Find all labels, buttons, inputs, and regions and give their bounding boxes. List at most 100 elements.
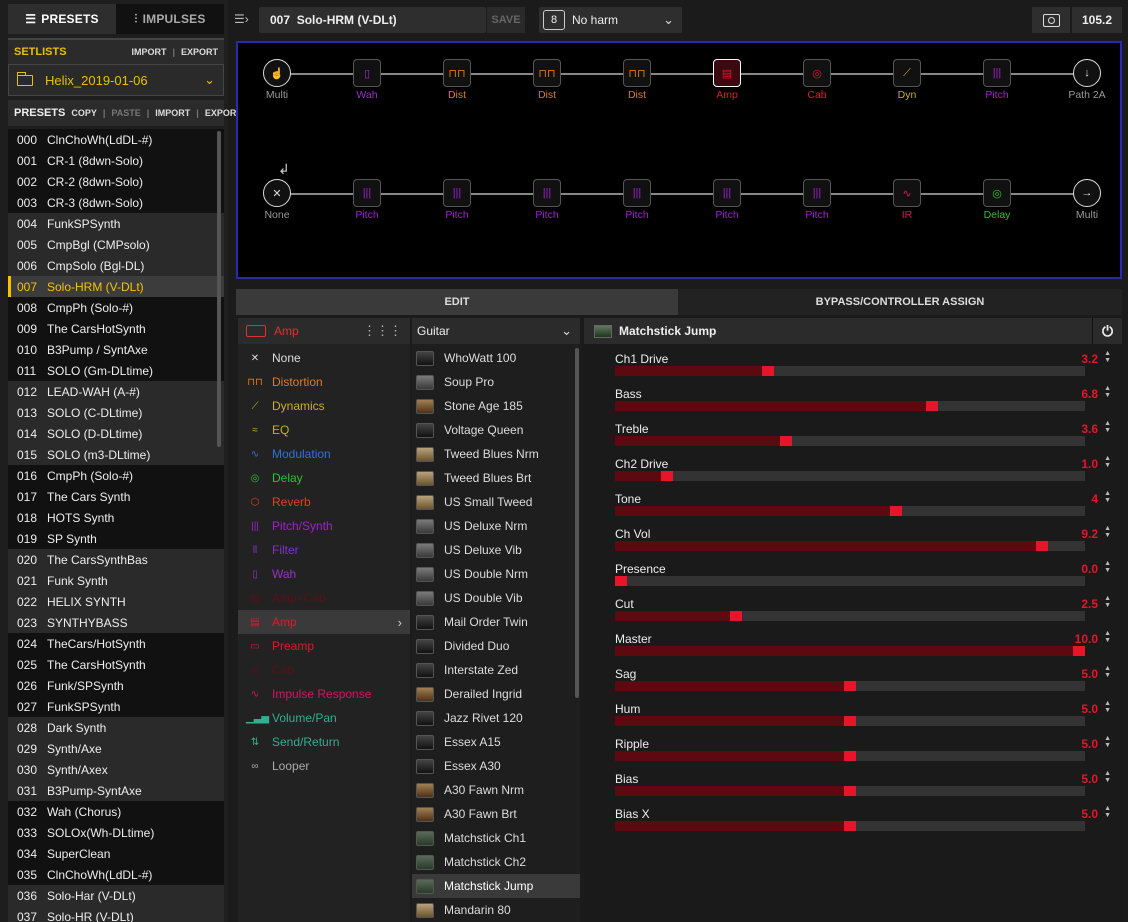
presets-export-button[interactable]: EXPORT [204, 108, 242, 118]
model-item[interactable]: US Deluxe Nrm [412, 514, 580, 538]
slider-handle[interactable] [762, 366, 774, 376]
model-item[interactable]: Matchstick Ch2 [412, 850, 580, 874]
preset-item[interactable]: 018 HOTS Synth [8, 507, 224, 528]
setlists-export-button[interactable]: EXPORT [180, 47, 218, 57]
param-ch-vol[interactable]: Ch Vol 9.2 ▲ ▼ [615, 525, 1111, 559]
model-item[interactable]: Mail Order Twin [412, 610, 580, 634]
param-value[interactable]: 5.0 [1081, 737, 1098, 751]
model-group-select[interactable]: Guitar ⌄ [412, 318, 580, 344]
save-button[interactable]: SAVE [487, 7, 525, 33]
stepper-icon[interactable]: ▲ ▼ [1104, 385, 1111, 399]
param-master[interactable]: Master 10.0 ▲ ▼ [615, 630, 1111, 664]
model-item[interactable]: A30 Fawn Nrm [412, 778, 580, 802]
screenshot-button[interactable] [1032, 7, 1070, 33]
slider-handle[interactable] [1036, 541, 1048, 551]
param-slider[interactable] [615, 541, 1085, 551]
preset-item[interactable]: 007 Solo-HRM (V-DLt) [8, 276, 224, 297]
model-item[interactable]: Interstate Zed [412, 658, 580, 682]
preset-item[interactable]: 028 Dark Synth [8, 717, 224, 738]
preset-item[interactable]: 020 The CarsSynthBas [8, 549, 224, 570]
path_a-block-multi[interactable]: ☝ Multi [260, 59, 294, 101]
stepper-icon[interactable]: ▲ ▼ [1104, 490, 1111, 504]
path_a-block-cab[interactable]: ◎ Cab [800, 59, 834, 101]
category-preamp[interactable]: ▭ Preamp [238, 634, 410, 658]
param-slider[interactable] [615, 786, 1085, 796]
path_b-block-pitch[interactable]: ||| Pitch [800, 179, 834, 221]
param-value[interactable]: 4 [1091, 492, 1098, 506]
param-presence[interactable]: Presence 0.0 ▲ ▼ [615, 560, 1111, 594]
param-ch2-drive[interactable]: Ch2 Drive 1.0 ▲ ▼ [615, 455, 1111, 489]
stepper-icon[interactable]: ▲ ▼ [1104, 735, 1111, 749]
path_b-block-pitch[interactable]: ||| Pitch [530, 179, 564, 221]
preset-item[interactable]: 022 HELIX SYNTH [8, 591, 224, 612]
preset-item[interactable]: 010 B3Pump / SyntAxe [8, 339, 224, 360]
preset-item[interactable]: 030 Synth/Axex [8, 759, 224, 780]
preset-item[interactable]: 026 Funk/SPSynth [8, 675, 224, 696]
path_a-block-dyn[interactable]: ⟋ Dyn [890, 59, 924, 101]
param-slider[interactable] [615, 821, 1085, 831]
copy-button[interactable]: COPY [71, 108, 97, 118]
preset-scrollbar[interactable] [217, 131, 221, 447]
stepper-icon[interactable]: ▲ ▼ [1104, 770, 1111, 784]
param-value[interactable]: 3.6 [1081, 422, 1098, 436]
preset-item[interactable]: 019 SP Synth [8, 528, 224, 549]
slider-handle[interactable] [844, 751, 856, 761]
preset-item[interactable]: 004 FunkSPSynth [8, 213, 224, 234]
param-value[interactable]: 0.0 [1081, 562, 1098, 576]
param-bass[interactable]: Bass 6.8 ▲ ▼ [615, 385, 1111, 419]
param-tone[interactable]: Tone 4 ▲ ▼ [615, 490, 1111, 524]
param-slider[interactable] [615, 611, 1085, 621]
model-item[interactable]: Essex A30 [412, 754, 580, 778]
presets-import-button[interactable]: IMPORT [155, 108, 191, 118]
stepper-icon[interactable]: ▲ ▼ [1104, 595, 1111, 609]
param-slider[interactable] [615, 716, 1085, 726]
category-none[interactable]: ✕ None [238, 346, 410, 370]
param-slider[interactable] [615, 506, 1085, 516]
model-scrollbar[interactable] [575, 348, 579, 698]
category-send-return[interactable]: ⇅ Send/Return [238, 730, 410, 754]
slider-handle[interactable] [615, 576, 627, 586]
preset-item[interactable]: 034 SuperClean [8, 843, 224, 864]
preset-item[interactable]: 029 Synth/Axe [8, 738, 224, 759]
slider-handle[interactable] [926, 401, 938, 411]
model-item[interactable]: Derailed Ingrid [412, 682, 580, 706]
param-value[interactable]: 9.2 [1081, 527, 1098, 541]
preset-item[interactable]: 016 CmpPh (Solo-#) [8, 465, 224, 486]
preset-item[interactable]: 023 SYNTHYBASS [8, 612, 224, 633]
path_b-block-ir[interactable]: ∿ IR [890, 179, 924, 221]
stepper-icon[interactable]: ▲ ▼ [1104, 455, 1111, 469]
model-item[interactable]: Essex A15 [412, 730, 580, 754]
preset-item[interactable]: 005 CmpBgl (CMPsolo) [8, 234, 224, 255]
model-item[interactable]: Divided Duo [412, 634, 580, 658]
path_b-block-delay[interactable]: ◎ Delay [980, 179, 1014, 221]
path_b-block-pitch[interactable]: ||| Pitch [710, 179, 744, 221]
path_b-block-none[interactable]: ✕ None [260, 179, 294, 221]
category-eq[interactable]: ≈ EQ [238, 418, 410, 442]
preset-item[interactable]: 014 SOLO (D-DLtime) [8, 423, 224, 444]
tab-presets[interactable]: ☰ PRESETS [8, 4, 116, 34]
grid-view-icon[interactable]: ⋮⋮⋮ [363, 323, 402, 338]
param-value[interactable]: 6.8 [1081, 387, 1098, 401]
slider-handle[interactable] [730, 611, 742, 621]
category-modulation[interactable]: ∿ Modulation [238, 442, 410, 466]
stepper-icon[interactable]: ▲ ▼ [1104, 350, 1111, 364]
category-reverb[interactable]: ⬡ Reverb [238, 490, 410, 514]
slider-handle[interactable] [844, 821, 856, 831]
param-hum[interactable]: Hum 5.0 ▲ ▼ [615, 700, 1111, 734]
preset-item[interactable]: 006 CmpSolo (Bgl-DL) [8, 255, 224, 276]
preset-item[interactable]: 036 Solo-Har (V-DLt) [8, 885, 224, 906]
model-item[interactable]: A30 Fawn Brt [412, 802, 580, 826]
slider-handle[interactable] [661, 471, 673, 481]
preset-item[interactable]: 025 The CarsHotSynth [8, 654, 224, 675]
preset-item[interactable]: 013 SOLO (C-DLtime) [8, 402, 224, 423]
param-slider[interactable] [615, 471, 1085, 481]
path-nav-icon[interactable]: ☰› [234, 12, 249, 26]
category-volume-pan[interactable]: ▁▃▅ Volume/Pan [238, 706, 410, 730]
preset-item[interactable]: 012 LEAD-WAH (A-#) [8, 381, 224, 402]
param-slider[interactable] [615, 366, 1085, 376]
param-bias[interactable]: Bias 5.0 ▲ ▼ [615, 770, 1111, 804]
category-wah[interactable]: ▯ Wah [238, 562, 410, 586]
preset-item[interactable]: 031 B3Pump-SyntAxe [8, 780, 224, 801]
model-item[interactable]: US Double Nrm [412, 562, 580, 586]
slider-handle[interactable] [844, 681, 856, 691]
